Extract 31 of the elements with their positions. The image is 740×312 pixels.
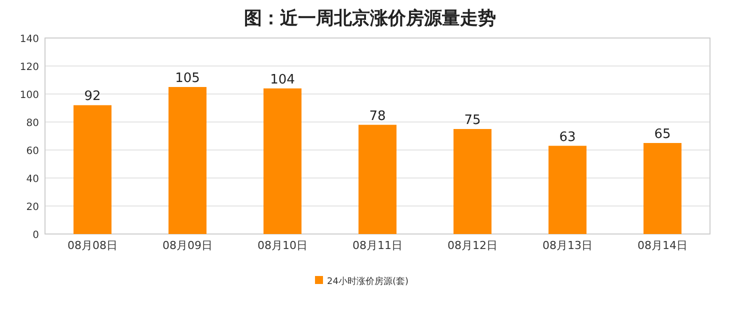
x-tick-label: 08月10日 [258, 239, 308, 252]
chart-title: 图：近一周北京涨价房源量走势 [244, 8, 496, 29]
bar [168, 87, 206, 234]
y-tick-label: 40 [26, 174, 39, 185]
data-label: 104 [270, 72, 295, 88]
bar [264, 88, 302, 234]
data-label: 92 [84, 89, 101, 104]
x-tick-label: 08月09日 [162, 239, 212, 252]
y-tick-label: 140 [20, 34, 39, 45]
x-tick-label: 08月08日 [68, 239, 118, 252]
y-tick-label: 0 [32, 230, 39, 241]
bar [644, 143, 682, 234]
y-tick-label: 120 [20, 62, 39, 73]
y-tick-label: 60 [26, 146, 39, 157]
x-tick-label: 08月13日 [542, 239, 592, 252]
bar [454, 129, 492, 234]
x-tick-label: 08月14日 [638, 239, 688, 252]
bar [548, 146, 586, 234]
data-label: 105 [175, 71, 200, 86]
data-label: 75 [464, 113, 481, 128]
data-label: 65 [654, 127, 671, 142]
legend-label: 24小时涨价房源(套) [327, 276, 408, 287]
bar [74, 105, 112, 234]
x-tick-label: 08月11日 [352, 239, 402, 252]
y-tick-label: 100 [20, 90, 39, 101]
bar [358, 124, 396, 234]
y-tick-label: 20 [26, 202, 39, 213]
y-tick-label: 80 [26, 118, 39, 129]
data-label: 78 [369, 108, 386, 124]
data-label: 63 [559, 130, 576, 145]
x-tick-label: 08月12日 [448, 239, 498, 252]
